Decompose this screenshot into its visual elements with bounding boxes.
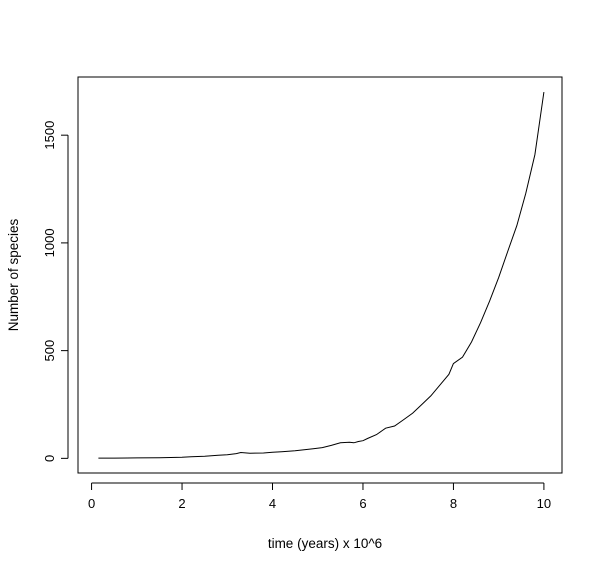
plot-frame <box>77 76 563 474</box>
x-tick-label: 2 <box>178 496 185 511</box>
x-tick-label: 6 <box>359 496 366 511</box>
y-tick-label: 0 <box>42 455 57 462</box>
y-tick-label: 1500 <box>42 121 57 150</box>
y-tick-label: 1000 <box>42 228 57 257</box>
y-tick-label: 500 <box>42 340 57 362</box>
x-tick-label: 8 <box>450 496 457 511</box>
x-tick-label: 10 <box>537 496 551 511</box>
y-axis-title: Number of species <box>6 218 21 331</box>
species-count-line <box>98 92 545 459</box>
y-axis: 0 500 1000 1500 <box>42 121 69 462</box>
x-tick-label: 0 <box>88 496 95 511</box>
x-axis-title: time (years) x 10^6 <box>268 536 382 551</box>
x-tick-label: 4 <box>269 496 276 511</box>
x-axis: 0 2 4 6 8 10 <box>88 482 551 511</box>
